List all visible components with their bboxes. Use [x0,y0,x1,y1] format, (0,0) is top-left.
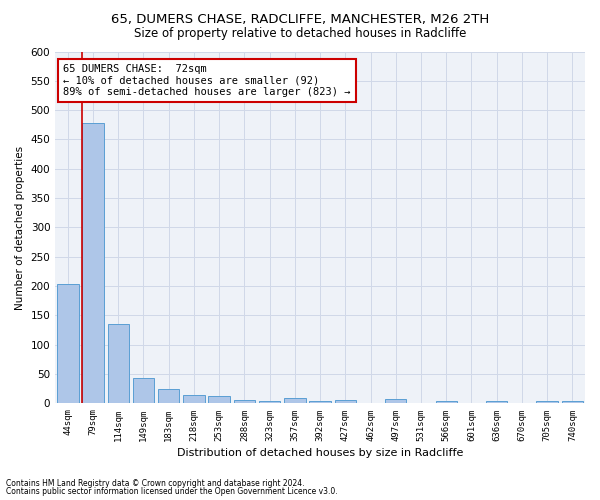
Bar [335,400,356,404]
Bar [562,400,583,404]
Text: Contains HM Land Registry data © Crown copyright and database right 2024.: Contains HM Land Registry data © Crown c… [6,478,305,488]
Bar [158,389,179,404]
Bar [208,396,230,404]
Bar [284,398,305,404]
X-axis label: Distribution of detached houses by size in Radcliffe: Distribution of detached houses by size … [177,448,463,458]
Bar [385,399,406,404]
Text: Contains public sector information licensed under the Open Government Licence v3: Contains public sector information licen… [6,487,338,496]
Bar [107,324,129,404]
Bar [133,378,154,404]
Text: 65, DUMERS CHASE, RADCLIFFE, MANCHESTER, M26 2TH: 65, DUMERS CHASE, RADCLIFFE, MANCHESTER,… [111,12,489,26]
Text: 65 DUMERS CHASE:  72sqm
← 10% of detached houses are smaller (92)
89% of semi-de: 65 DUMERS CHASE: 72sqm ← 10% of detached… [63,64,350,97]
Bar [233,400,255,404]
Bar [536,400,558,404]
Bar [183,394,205,404]
Bar [486,400,508,404]
Bar [57,284,79,404]
Y-axis label: Number of detached properties: Number of detached properties [15,146,25,310]
Bar [310,400,331,404]
Bar [259,400,280,404]
Bar [436,400,457,404]
Bar [82,123,104,404]
Text: Size of property relative to detached houses in Radcliffe: Size of property relative to detached ho… [134,28,466,40]
